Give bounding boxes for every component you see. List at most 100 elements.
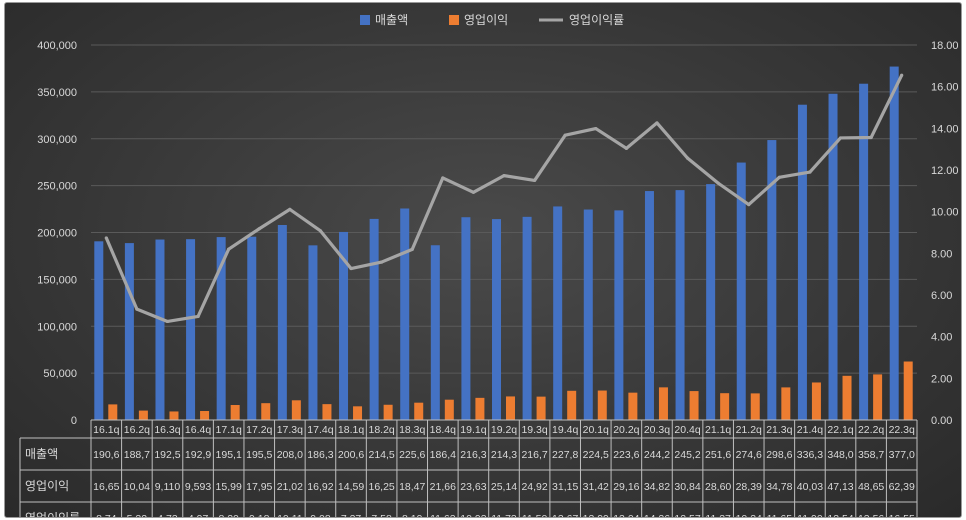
margin-point xyxy=(624,146,628,150)
combo-chart: 0 50,000 100,000 150,000 200,000 250,000 300,0… xyxy=(19,13,959,518)
bar-operating-profit xyxy=(750,393,760,420)
bar-operating-profit xyxy=(597,390,607,420)
table-cell: 336,3 xyxy=(797,449,823,461)
table-cell: 28,39 xyxy=(736,481,762,493)
bar-operating-profit xyxy=(567,390,577,420)
table-row-label: 매출액 xyxy=(25,447,58,461)
bar-revenue xyxy=(277,225,287,420)
table-cell: 190,6 xyxy=(93,449,119,461)
legend-swatch xyxy=(360,15,370,25)
bar-revenue xyxy=(828,93,838,420)
y-left-tick-label: 0 xyxy=(71,415,77,427)
table-cell: 40,03 xyxy=(797,481,823,493)
y-left-tick-label: 300,000 xyxy=(37,134,77,146)
margin-point xyxy=(838,136,843,140)
margin-point xyxy=(594,126,598,131)
table-cell: 251,6 xyxy=(705,449,731,461)
table-cell: 348,0 xyxy=(827,449,853,461)
bar-revenue xyxy=(124,243,134,420)
table-cell: 214,5 xyxy=(368,449,394,461)
x-category-label: 20.3q xyxy=(644,424,670,436)
table-cell: 8.19 xyxy=(402,513,423,518)
table-cell: 21,02 xyxy=(277,481,303,493)
table-cell: 245,2 xyxy=(674,449,700,461)
x-category-label: 18.1q xyxy=(338,424,364,436)
bar-operating-profit xyxy=(475,397,485,420)
table-cell: 11.37 xyxy=(705,513,731,518)
table-cell: 274,6 xyxy=(736,449,762,461)
x-category-label: 20.4q xyxy=(674,424,700,436)
table-cell: 16,25 xyxy=(368,481,394,493)
x-category-label: 19.2q xyxy=(491,424,517,436)
bar-operating-profit xyxy=(414,402,424,420)
table-cell: 186,3 xyxy=(307,449,333,461)
y-right-tick-label: 2.00 xyxy=(931,373,952,385)
y-right-tick-label: 18.00 xyxy=(931,40,959,52)
chart-frame: 0 50,000 100,000 150,000 200,000 250,000 300,0… xyxy=(4,2,962,518)
table-cell: 8.74 xyxy=(96,513,117,518)
table-cell: 227,8 xyxy=(552,449,578,461)
table-cell: 8.20 xyxy=(218,513,239,518)
table-cell: 298,6 xyxy=(766,449,792,461)
x-category-label: 18.3q xyxy=(399,424,425,436)
margin-point xyxy=(747,202,751,207)
table-cell: 31,42 xyxy=(583,481,609,493)
table-cell: 7.27 xyxy=(341,513,362,518)
bar-operating-profit xyxy=(811,382,821,420)
bar-revenue xyxy=(492,219,501,420)
margin-point xyxy=(288,207,292,211)
margin-point xyxy=(441,176,445,180)
bar-operating-profit xyxy=(903,361,913,420)
table-cell: 186,4 xyxy=(430,449,456,461)
bar-operating-profit xyxy=(444,399,454,420)
legend-label: 매출액 xyxy=(375,13,408,27)
table-cell: 13.99 xyxy=(583,513,609,518)
x-category-label: 16.3q xyxy=(154,424,180,436)
bar-operating-profit xyxy=(108,404,118,420)
table-cell: 195,5 xyxy=(246,449,272,461)
legend-label: 영업이익률 xyxy=(569,13,624,27)
table-cell: 11.73 xyxy=(491,513,517,518)
x-category-label: 22.2q xyxy=(858,424,884,436)
bar-revenue xyxy=(247,236,257,420)
bar-revenue xyxy=(675,190,685,420)
table-cell: 13.54 xyxy=(827,513,853,518)
bar-operating-profit xyxy=(873,374,883,420)
bar-operating-profit xyxy=(689,391,699,420)
bar-operating-profit xyxy=(781,387,791,420)
table-cell: 10.34 xyxy=(736,513,762,518)
bar-operating-profit xyxy=(291,400,301,420)
table-cell: 34,78 xyxy=(766,481,792,493)
bar-revenue xyxy=(767,140,777,420)
table-cell: 11.90 xyxy=(797,513,823,518)
margin-point xyxy=(808,170,812,174)
bar-revenue xyxy=(889,66,899,420)
table-cell: 62,39 xyxy=(889,481,915,493)
y-right-tick-label: 16.00 xyxy=(931,82,959,94)
margin-point xyxy=(227,247,231,251)
bar-operating-profit xyxy=(628,392,638,420)
bar-revenue xyxy=(461,217,471,420)
bar-operating-profit xyxy=(383,404,393,420)
x-category-label: 22.3q xyxy=(889,424,915,436)
x-category-label: 19.3q xyxy=(521,424,547,436)
margin-point xyxy=(318,229,323,233)
table-cell: 4.97 xyxy=(188,513,209,518)
table-cell: 192,5 xyxy=(154,449,180,461)
table-cell: 23,63 xyxy=(460,481,486,493)
y-right-tick-label: 10.00 xyxy=(931,207,959,219)
table-cell: 5.32 xyxy=(127,513,148,518)
table-cell: 10.93 xyxy=(460,513,486,518)
bar-operating-profit xyxy=(658,387,668,420)
table-cell: 216,7 xyxy=(521,449,547,461)
bar-operating-profit xyxy=(720,393,730,420)
margin-point xyxy=(257,227,261,231)
y-left-tick-label: 100,000 xyxy=(37,321,77,333)
x-category-label: 19.4q xyxy=(552,424,578,436)
table-cell: 4.73 xyxy=(157,513,178,518)
table-cell: 11.50 xyxy=(522,513,548,518)
x-category-label: 21.4q xyxy=(797,424,823,436)
margin-point xyxy=(502,174,506,178)
margin-point xyxy=(869,135,873,140)
table-cell: 21,66 xyxy=(430,481,456,493)
